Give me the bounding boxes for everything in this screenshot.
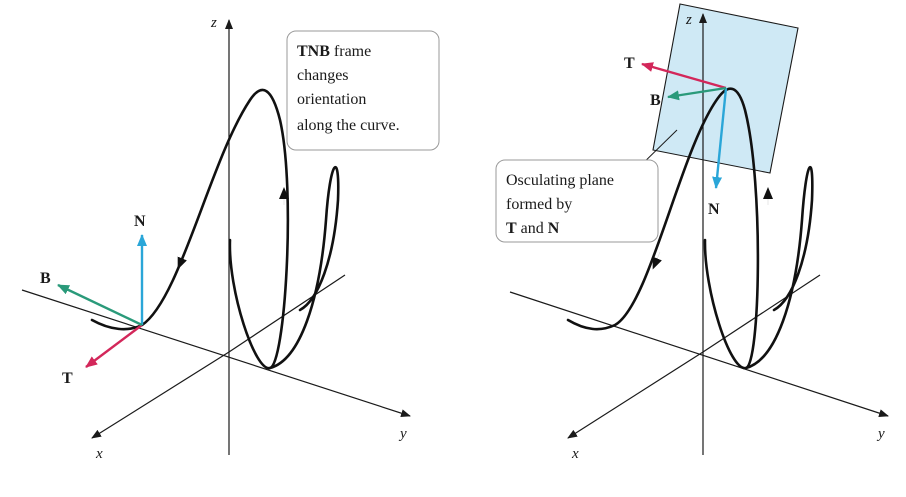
left-callout-line1-rest: frame: [330, 43, 371, 60]
left-figure: z x y T N B TNB frame changes orientatio…: [21, 15, 440, 462]
right-callout: Osculating plane formed by T and N: [495, 129, 678, 243]
right-tnb-frame: T N B: [624, 55, 728, 218]
right-callout-line1: Osculating plane: [506, 172, 614, 189]
left-x-axis: [91, 351, 230, 439]
right-B-label: B: [650, 92, 661, 109]
right-y-label: y: [876, 426, 885, 442]
left-callout-bold: TNB: [297, 43, 330, 60]
right-callout-box: [495, 159, 659, 243]
left-tnb-frame: T N B: [40, 213, 147, 387]
left-B-vector: [57, 283, 143, 327]
right-callout-mid: and: [517, 220, 548, 237]
left-callout-box: [286, 30, 440, 151]
left-z-label: z: [210, 15, 217, 31]
right-x-label: x: [571, 446, 579, 462]
left-curve: [90, 88, 290, 370]
left-x-label: x: [95, 446, 103, 462]
left-callout-line1: TNB frame: [297, 43, 371, 60]
left-curve-loop: [268, 165, 340, 370]
right-z-label: z: [685, 12, 692, 28]
right-y-axis: [509, 291, 889, 417]
right-callout-line3: T and N: [506, 220, 560, 237]
right-x-axis: [567, 351, 704, 439]
left-back-axis: [228, 274, 346, 353]
right-curve: [566, 87, 760, 370]
right-callout-bold-n: N: [548, 220, 560, 237]
left-T-vector: [85, 324, 143, 368]
right-N-vector: [712, 87, 728, 189]
right-N-label: N: [708, 201, 720, 218]
left-y-label: y: [398, 426, 407, 442]
right-callout-bold-t: T: [506, 220, 517, 237]
right-curve-arrow-down: [652, 251, 662, 270]
right-figure: z x y T N B Osculating plane formed by T…: [495, 3, 889, 462]
right-callout-line2: formed by: [506, 196, 572, 213]
left-curve-arrow-down: [177, 251, 187, 270]
right-T-label: T: [624, 55, 635, 72]
left-N-label: N: [134, 213, 146, 230]
left-T-label: T: [62, 370, 73, 387]
right-back-axis: [702, 274, 821, 353]
left-callout-line4: along the curve.: [297, 117, 400, 134]
left-callout-line2: changes: [297, 67, 349, 84]
left-callout: TNB frame changes orientation along the …: [286, 30, 440, 151]
left-callout-line3: orientation: [297, 91, 366, 108]
right-axes: z x y: [509, 12, 889, 462]
left-B-label: B: [40, 270, 51, 287]
left-y-axis: [21, 289, 411, 418]
right-curve-loop: [744, 165, 814, 370]
right-T-vector: [641, 62, 727, 90]
right-B-vector: [667, 86, 727, 101]
